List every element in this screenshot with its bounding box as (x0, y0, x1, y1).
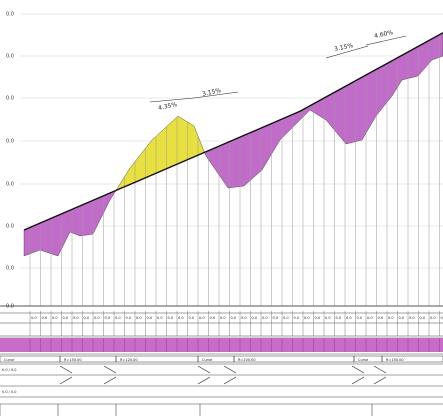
superelevation-line (373, 376, 387, 385)
magenta-band (0, 338, 443, 352)
band-value: 0.0 (220, 316, 226, 320)
curve-label: R=150.00 (386, 358, 404, 362)
band-value: 0.0 (283, 316, 289, 320)
grade-label: 3.15% (334, 42, 354, 53)
band-value: 0.0 (168, 316, 174, 320)
band-value: 0.0 (231, 316, 237, 320)
grade-leader (325, 45, 369, 59)
band-value: 0.0 (42, 316, 48, 320)
band-value: 0.0 (357, 316, 363, 320)
band-value: 0.0 (409, 316, 415, 320)
station-lines (29, 34, 440, 306)
curve-label: Curve (358, 358, 368, 362)
superelevation-line (351, 365, 365, 374)
curve-label: Curve (202, 358, 212, 362)
elevation-label: 0.0 (6, 182, 14, 188)
band-value: 0.0 (199, 316, 205, 320)
band-value: 0.0 (304, 316, 310, 320)
band-value: 0.0 (73, 316, 79, 320)
curve-label: Curve (4, 358, 14, 362)
band-value: 0.0 (189, 316, 195, 320)
curve-label: R=120.00 (120, 358, 138, 362)
superelevation-line (59, 365, 73, 374)
band-value: 0.0 (115, 316, 121, 320)
band-value: 0.0 (336, 316, 342, 320)
elevation-label: 0.0 (6, 54, 14, 60)
band-value: 0.0 (241, 316, 247, 320)
design-line (23, 32, 443, 231)
band-value: 0.0 (126, 316, 132, 320)
band-value: 0.0 (136, 316, 142, 320)
band-value: 0.0 (399, 316, 405, 320)
band-value: 0.0 (31, 316, 37, 320)
elevation-label: 0.0 (6, 304, 14, 310)
band-value: 0.0 (346, 316, 352, 320)
band-value: 0.0 (52, 316, 58, 320)
band-value: 0.0 (147, 316, 153, 320)
band-value: 0.0 (94, 316, 100, 320)
elevation-label: 0.0 (6, 12, 14, 18)
band-value: 0.0 (262, 316, 268, 320)
band-value: 0.0 (252, 316, 258, 320)
elevation-axis: 0.0 0.0 0.0 0.0 0.0 0.0 0.0 0.0 (6, 12, 14, 310)
band-label: 0.0 / 0.0 (2, 368, 17, 372)
grade-annotations: 4.35% 3.15% 3.15% 4.60% (149, 29, 407, 112)
elevation-label: 0.0 (6, 96, 14, 102)
curve-label: R=200.00 (238, 358, 256, 362)
grade-leader (149, 97, 195, 103)
superelevation-line (59, 376, 73, 385)
band-value: 0.0 (63, 316, 69, 320)
band-value: 0.0 (325, 316, 331, 320)
superelevation-line (351, 376, 365, 385)
band-value: 0.0 (210, 316, 216, 320)
grade-label: 3.15% (202, 87, 222, 98)
band-value: 0.0 (105, 316, 111, 320)
grade-leader (365, 35, 407, 46)
superelevation-line (223, 365, 237, 374)
design-grade-line (23, 32, 443, 231)
cut-area (115, 115, 205, 191)
elevation-label: 0.0 (6, 266, 14, 272)
band-value: 0.0 (441, 316, 443, 320)
band-value: 0.0 (294, 316, 300, 320)
superelevation-line (197, 376, 211, 385)
elevation-label: 0.0 (6, 224, 14, 230)
band-value: 0.0 (367, 316, 373, 320)
band-value: 0.0 (273, 316, 279, 320)
band-value: 0.0 (157, 316, 163, 320)
band-value: 0.0 (420, 316, 426, 320)
curve-label: R=150.00 (64, 358, 82, 362)
superelevation-line (373, 365, 387, 374)
grade-leader (193, 91, 239, 99)
superelevation-line (103, 376, 117, 385)
grade-label: 4.35% (158, 101, 178, 112)
superelevation-line (223, 376, 237, 385)
band-label: 0.0 / 0.0 (2, 390, 17, 394)
data-bands: 0.0 0.0 0.0 0.0 0.0 0.0 0.0 0.0 0.0 0.0 0.0 0.0 0.0 0… (0, 305, 443, 416)
superelevation-line (103, 365, 117, 374)
band-value: 0.0 (378, 316, 384, 320)
band-value: 0.0 (84, 316, 90, 320)
fill-area (23, 190, 117, 257)
grade-label: 4.60% (374, 29, 394, 40)
band-value: 0.0 (430, 316, 436, 320)
curve-segment (381, 355, 443, 363)
superelevation-line (197, 365, 211, 374)
band-value: 0.0 (388, 316, 394, 320)
band-value: 0.0 (178, 316, 184, 320)
band-value: 0.0 (315, 316, 321, 320)
elevation-label: 0.0 (6, 139, 14, 145)
cut-fill-areas (23, 32, 443, 257)
